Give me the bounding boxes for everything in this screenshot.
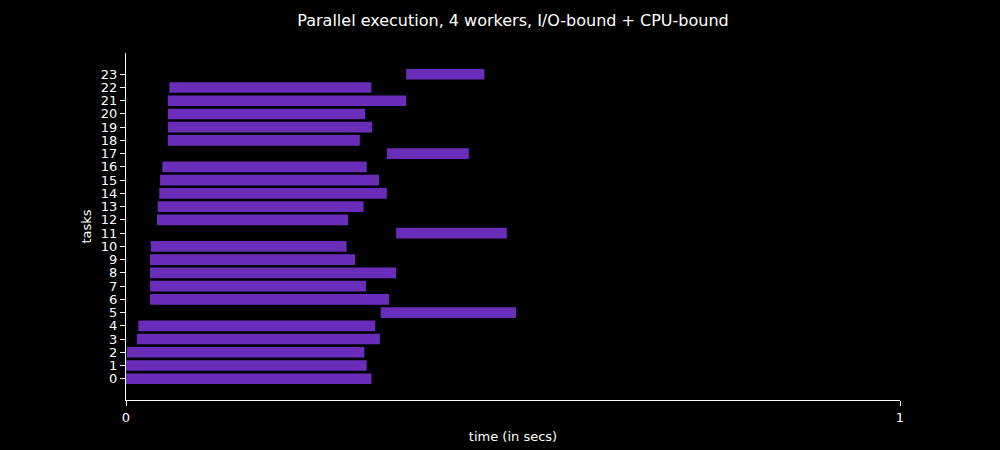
svg-text:13: 13 (101, 199, 118, 214)
svg-text:5: 5 (109, 305, 117, 320)
svg-text:12: 12 (101, 212, 118, 227)
svg-text:23: 23 (101, 67, 118, 82)
svg-text:8: 8 (109, 265, 117, 280)
svg-text:11: 11 (101, 226, 118, 241)
svg-text:17: 17 (101, 146, 118, 161)
svg-text:1: 1 (109, 358, 117, 373)
svg-text:14: 14 (101, 186, 118, 201)
svg-text:15: 15 (101, 173, 118, 188)
svg-text:time (in secs): time (in secs) (469, 429, 557, 444)
svg-text:6: 6 (109, 292, 117, 307)
svg-text:4: 4 (109, 318, 117, 333)
svg-text:2: 2 (109, 345, 117, 360)
svg-text:19: 19 (101, 120, 118, 135)
svg-text:tasks: tasks (79, 209, 94, 243)
svg-text:7: 7 (109, 279, 117, 294)
svg-text:0: 0 (109, 371, 117, 386)
svg-text:1: 1 (896, 410, 904, 425)
svg-text:10: 10 (101, 239, 118, 254)
svg-text:18: 18 (101, 133, 118, 148)
svg-text:16: 16 (101, 159, 118, 174)
svg-text:3: 3 (109, 332, 117, 347)
svg-text:20: 20 (101, 106, 118, 121)
svg-text:0: 0 (122, 410, 130, 425)
svg-text:21: 21 (101, 93, 118, 108)
svg-text:9: 9 (109, 252, 117, 267)
svg-text:22: 22 (101, 80, 118, 95)
svg-text:Parallel execution, 4 workers,: Parallel execution, 4 workers, I/O-bound… (297, 11, 728, 30)
